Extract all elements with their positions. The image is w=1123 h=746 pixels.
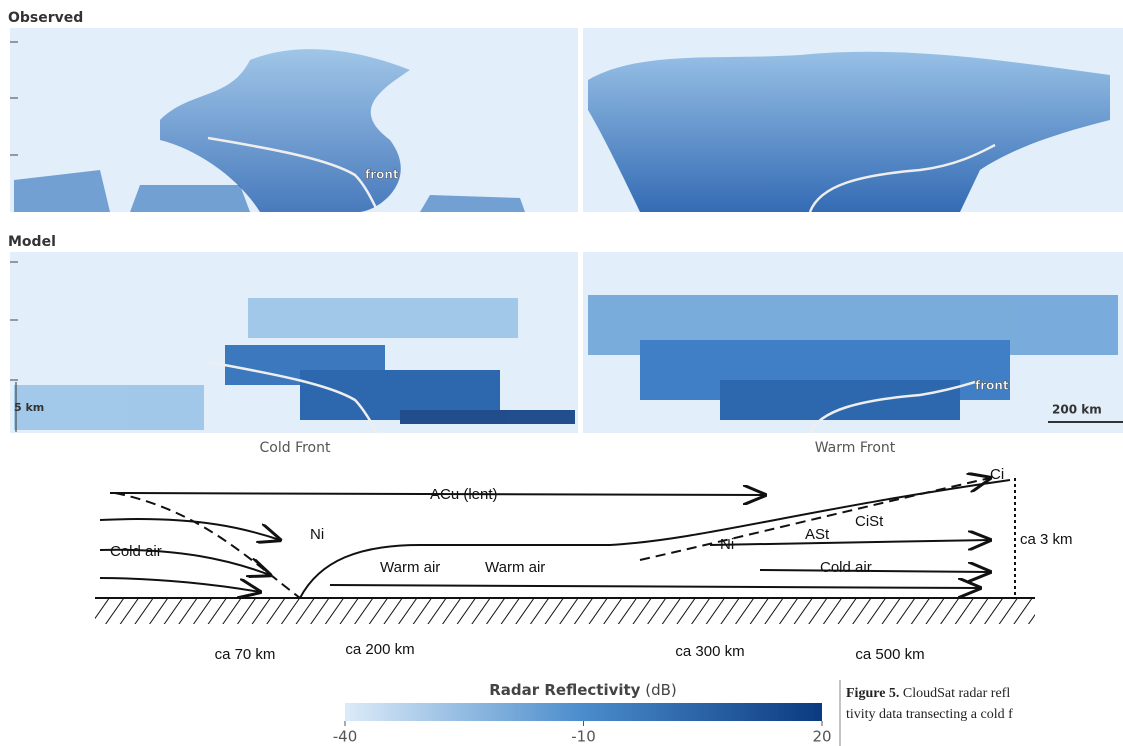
model-label: Model bbox=[8, 234, 56, 250]
sketch-label: CiSt bbox=[855, 513, 884, 530]
caption: Figure 5. CloudSat radar refl tivity dat… bbox=[840, 680, 1013, 746]
sketch-distance: ca 500 km bbox=[855, 646, 924, 663]
sketch-label: Ci bbox=[990, 466, 1004, 483]
colorbar-unit: (dB) bbox=[645, 681, 677, 699]
front-label: front bbox=[975, 379, 1009, 393]
colorbar-title: Radar Reflectivity (dB) bbox=[489, 681, 677, 699]
colorbar-gradient bbox=[345, 703, 822, 721]
sketch-label: Ni bbox=[310, 526, 324, 543]
colorbar: Radar Reflectivity (dB) -40 -10 20 bbox=[333, 681, 832, 746]
sketch-label: ACu (lent) bbox=[430, 486, 498, 503]
colorbar-tick-label: -40 bbox=[333, 728, 358, 746]
sketch-distance: ca 70 km bbox=[215, 646, 276, 663]
figure: Observed front Model front 5 km 200 km C… bbox=[0, 0, 1123, 746]
caption-line: Figure 5. CloudSat radar refl bbox=[846, 686, 1010, 701]
colorbar-title-text: Radar Reflectivity bbox=[489, 681, 640, 699]
sketch-label: Cold air bbox=[110, 543, 162, 560]
front-label: front bbox=[365, 168, 399, 182]
sketch-height: ca 3 km bbox=[1020, 531, 1073, 548]
colorbar-tick-label: -10 bbox=[571, 728, 596, 746]
scale-length: 200 km bbox=[1052, 403, 1102, 417]
sketch-labels: Ci ACu (lent) Ni Ni ASt CiSt Cold air Warm air W… bbox=[110, 466, 1073, 663]
sketch-label: Warm air bbox=[485, 559, 545, 576]
cold-front-caption: Cold Front bbox=[260, 440, 331, 456]
warm-front-caption: Warm Front bbox=[815, 440, 896, 456]
caption-text: CloudSat radar refl bbox=[903, 686, 1010, 701]
sketch bbox=[95, 478, 1035, 624]
sketch-label: ASt bbox=[805, 526, 830, 543]
colorbar-tick-label: 20 bbox=[812, 728, 831, 746]
panels: Observed front Model front 5 km 200 km C… bbox=[8, 10, 1123, 456]
sketch-distance: ca 300 km bbox=[675, 643, 744, 660]
sketch-label: Warm air bbox=[380, 559, 440, 576]
observed-label: Observed bbox=[8, 10, 83, 26]
scale-height: 5 km bbox=[14, 401, 44, 414]
sketch-label: Ni bbox=[720, 536, 734, 553]
sketch-distance: ca 200 km bbox=[345, 641, 414, 658]
sketch-label: Cold air bbox=[820, 559, 872, 576]
caption-label: Figure 5. bbox=[846, 686, 899, 701]
caption-text: tivity data transecting a cold f bbox=[846, 707, 1013, 722]
